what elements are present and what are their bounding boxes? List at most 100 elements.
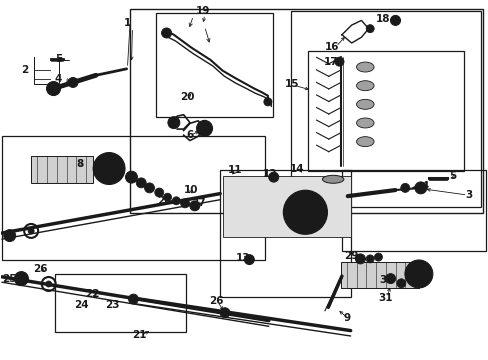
Ellipse shape [356,62,373,72]
Circle shape [385,274,395,284]
Bar [290,11,480,207]
Circle shape [196,120,212,136]
Circle shape [172,197,180,205]
Text: 9: 9 [343,313,349,323]
Ellipse shape [356,118,373,128]
Text: 26: 26 [208,296,223,306]
Circle shape [268,172,278,182]
Circle shape [366,25,373,33]
Text: 10: 10 [183,185,198,195]
Circle shape [128,294,138,304]
Circle shape [301,208,309,216]
Circle shape [311,212,318,219]
Circle shape [264,98,271,106]
Circle shape [200,124,208,132]
Circle shape [167,117,180,129]
Text: 28: 28 [157,196,171,206]
Bar [2,136,264,260]
Text: 12: 12 [262,168,277,179]
Text: 19: 19 [196,6,210,16]
Text: 3: 3 [464,190,471,200]
Text: 18: 18 [375,14,390,24]
Circle shape [396,279,405,288]
Bar [340,262,418,288]
Circle shape [50,85,57,92]
Circle shape [393,18,397,22]
Text: 21: 21 [132,330,147,340]
Circle shape [128,174,134,180]
Text: 8: 8 [76,159,83,169]
Text: 31: 31 [378,293,392,303]
Text: 30: 30 [379,275,393,285]
Text: 22: 22 [85,289,100,299]
Text: 26: 26 [33,264,47,274]
Bar [220,170,350,297]
Bar [130,9,482,213]
Bar [156,13,272,117]
Text: 1: 1 [124,18,131,28]
Circle shape [136,178,146,188]
Circle shape [180,199,189,208]
Text: 2: 2 [20,64,28,75]
Circle shape [246,257,251,262]
Circle shape [404,260,432,288]
Circle shape [283,190,326,234]
Circle shape [355,254,365,264]
Text: 23: 23 [104,300,119,310]
Text: 11: 11 [227,165,242,175]
Circle shape [28,228,34,234]
Circle shape [334,57,343,66]
Circle shape [220,308,229,318]
Circle shape [4,230,16,242]
Circle shape [101,161,117,176]
Ellipse shape [356,137,373,147]
Circle shape [163,193,171,201]
Circle shape [125,171,137,183]
Text: 20: 20 [180,92,194,102]
Text: 4: 4 [55,74,62,84]
Circle shape [46,82,61,95]
Bar [222,176,350,237]
Bar [31,156,92,183]
Circle shape [15,272,28,285]
Circle shape [189,201,200,211]
Circle shape [411,267,425,281]
Circle shape [295,202,315,222]
Bar [341,170,485,251]
Text: 13: 13 [236,253,250,263]
Circle shape [366,255,373,263]
Text: 17: 17 [323,57,338,67]
Text: 32: 32 [307,210,322,220]
Text: 15: 15 [285,79,299,89]
Circle shape [93,153,125,184]
Circle shape [337,60,341,64]
Circle shape [161,28,171,38]
Circle shape [68,77,78,87]
Circle shape [244,255,254,265]
Text: 29: 29 [344,251,358,261]
Ellipse shape [356,99,373,109]
Ellipse shape [322,175,343,183]
Circle shape [414,182,426,194]
Bar [307,51,463,171]
Text: 27: 27 [190,198,205,208]
Text: 5: 5 [55,54,62,64]
Bar [55,274,185,332]
Circle shape [144,183,154,193]
Text: 7: 7 [166,121,174,130]
Text: 6: 6 [186,130,193,140]
Circle shape [400,183,409,192]
Circle shape [417,185,423,191]
Text: 5: 5 [448,171,456,181]
Text: 4: 4 [420,181,427,192]
Circle shape [19,276,24,282]
Circle shape [390,15,400,26]
Text: 24: 24 [74,300,88,310]
Circle shape [374,253,382,261]
Text: 25: 25 [2,274,17,284]
Circle shape [45,281,52,287]
Circle shape [155,188,163,197]
Ellipse shape [356,81,373,91]
Text: 14: 14 [289,163,304,174]
Text: 16: 16 [324,42,339,51]
